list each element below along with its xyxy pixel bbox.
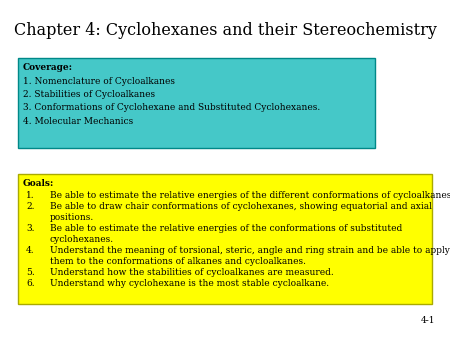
Text: Be able to estimate the relative energies of the conformations of substituted: Be able to estimate the relative energie… [50,224,402,233]
Text: 6.: 6. [26,279,35,288]
Text: Understand how the stabilities of cycloalkanes are measured.: Understand how the stabilities of cycloa… [50,268,334,277]
Text: Understand why cyclohexane is the most stable cycloalkane.: Understand why cyclohexane is the most s… [50,279,329,288]
Text: Understand the meaning of torsional, steric, angle and ring strain and be able t: Understand the meaning of torsional, ste… [50,246,450,255]
Text: 4.: 4. [26,246,35,255]
FancyBboxPatch shape [18,58,375,148]
Text: positions.: positions. [50,213,94,222]
FancyBboxPatch shape [18,174,432,304]
Text: 1.: 1. [26,191,35,200]
Text: 2. Stabilities of Cycloalkanes: 2. Stabilities of Cycloalkanes [23,90,155,99]
Text: them to the conformations of alkanes and cycloalkanes.: them to the conformations of alkanes and… [50,257,306,266]
Text: 4. Molecular Mechanics: 4. Molecular Mechanics [23,117,133,126]
Text: Be able to estimate the relative energies of the different conformations of cycl: Be able to estimate the relative energie… [50,191,450,200]
Text: Be able to draw chair conformations of cyclohexanes, showing equatorial and axia: Be able to draw chair conformations of c… [50,202,432,211]
Text: 5.: 5. [26,268,35,277]
Text: 4-1: 4-1 [420,316,435,325]
Text: cyclohexanes.: cyclohexanes. [50,235,114,244]
Text: 2.: 2. [26,202,35,211]
Text: 3.: 3. [26,224,35,233]
Text: Chapter 4: Cyclohexanes and their Stereochemistry: Chapter 4: Cyclohexanes and their Stereo… [14,22,436,39]
Text: 3. Conformations of Cyclohexane and Substituted Cyclohexanes.: 3. Conformations of Cyclohexane and Subs… [23,103,320,113]
Text: 1. Nomenclature of Cycloalkanes: 1. Nomenclature of Cycloalkanes [23,76,175,86]
Text: Goals:: Goals: [23,179,54,188]
Text: Coverage:: Coverage: [23,63,73,72]
